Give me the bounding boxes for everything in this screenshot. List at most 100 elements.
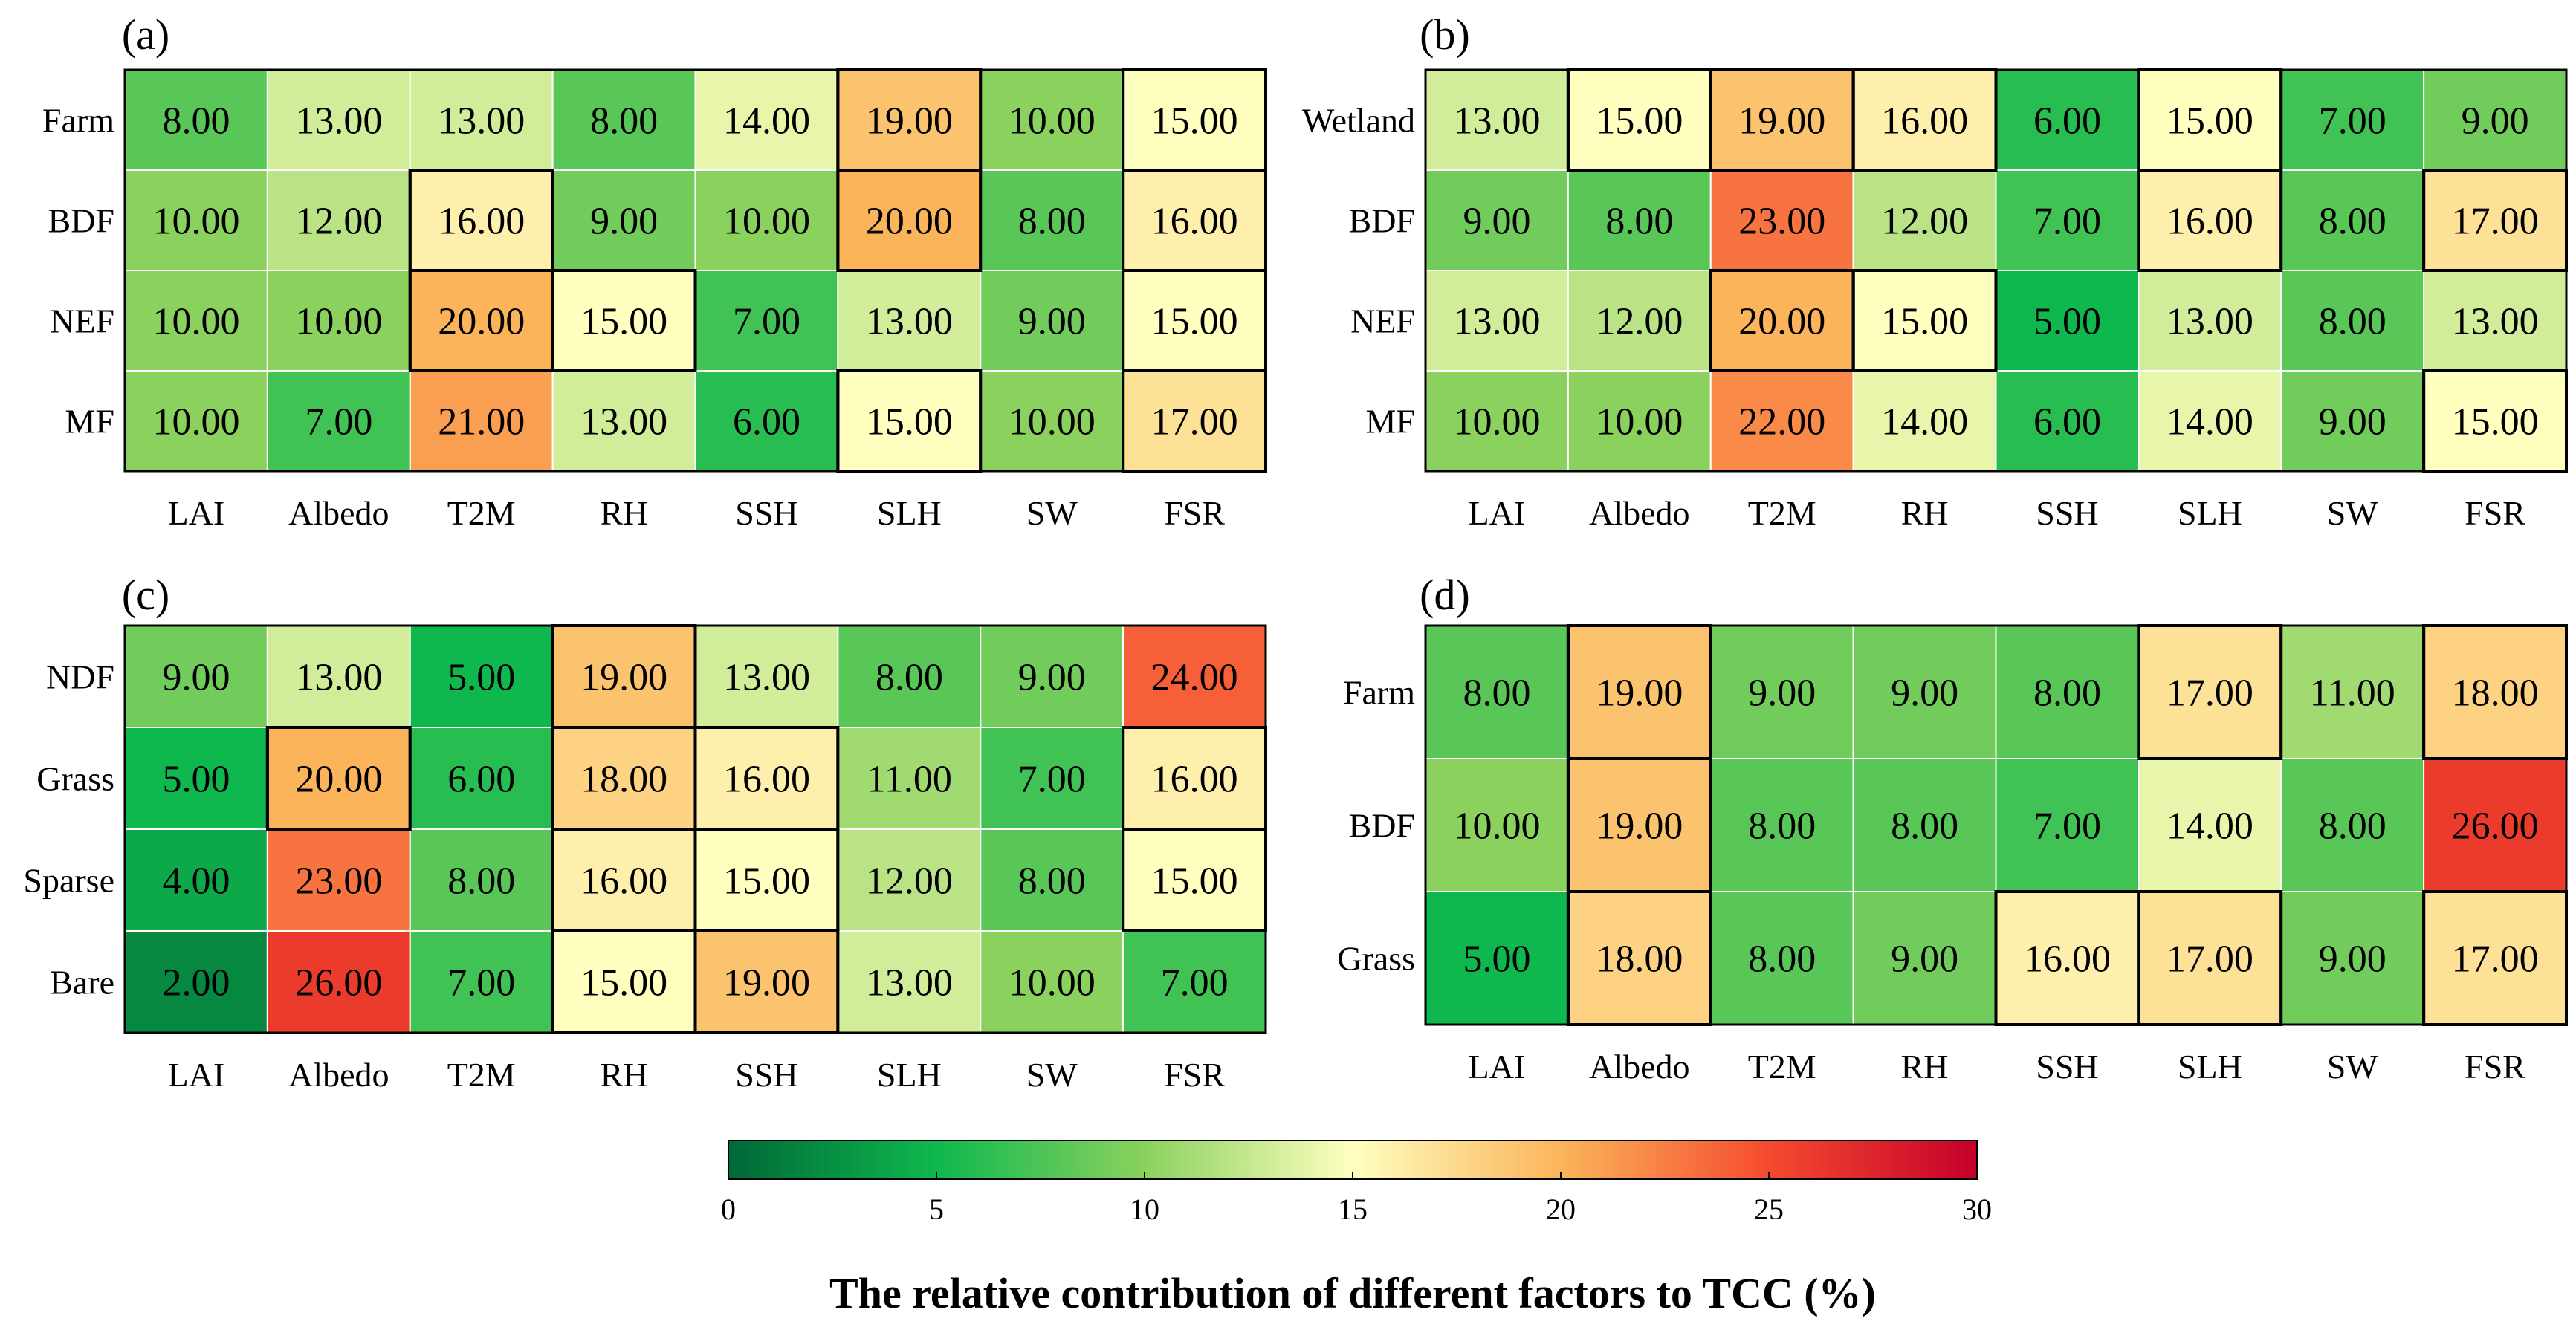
cell-highlight-border	[1851, 269, 1998, 372]
column-tick-label: RH	[601, 494, 648, 532]
cell-value-label: 10.00	[152, 301, 239, 343]
cell-value-label: 20.00	[866, 201, 953, 243]
cell-value-label: 16.00	[1151, 201, 1238, 243]
heatmap-cell	[266, 69, 411, 171]
heatmap-cell	[1566, 757, 1712, 893]
column-tick-label: T2M	[447, 1056, 516, 1094]
cell-value-label: 14.00	[2166, 401, 2253, 444]
cell-value-label: 8.00	[1605, 201, 1673, 243]
row-tick-label: BDF	[1349, 807, 1415, 845]
heatmap-cell	[551, 370, 696, 472]
heatmap-cell	[1566, 890, 1712, 1026]
cell-value-label: 19.00	[580, 657, 667, 699]
heatmap-cell	[1709, 269, 1855, 372]
row-tick-label: BDF	[1349, 202, 1415, 240]
heatmap-cell	[1851, 269, 1998, 372]
panel-frame	[123, 624, 1267, 1034]
column-tick-label: RH	[1901, 1048, 1949, 1086]
cell-value-label: 8.00	[1748, 938, 1816, 981]
row-tick-label: BDF	[48, 202, 114, 240]
heatmap-cell	[2422, 169, 2568, 272]
cell-value-label: 9.00	[1018, 657, 1086, 699]
column-tick-label: SLH	[2178, 494, 2242, 532]
cell-value-label: 7.00	[2033, 201, 2101, 243]
cell-value-label: 23.00	[1738, 201, 1825, 243]
cell-value-label: 15.00	[1151, 100, 1238, 143]
cell-value-label: 5.00	[1463, 938, 1530, 981]
cell-value-label: 7.00	[733, 301, 800, 343]
cell-value-label: 16.00	[1881, 100, 1968, 143]
heatmap-cell	[694, 169, 839, 271]
cell-value-label: 9.00	[2462, 100, 2529, 143]
column-tick-label: SLH	[877, 494, 942, 532]
heatmap-cell	[1852, 370, 1997, 472]
heatmap-cell	[551, 929, 697, 1034]
panel-label: (a)	[122, 10, 169, 59]
panel-frame	[1424, 624, 2568, 1026]
cell-value-label: 8.00	[2319, 805, 2386, 848]
column-tick-label: LAI	[168, 1056, 225, 1094]
cell-value-label: 8.00	[1018, 201, 1086, 243]
row-tick-label: MF	[65, 403, 114, 441]
heatmap-cell	[1995, 270, 2140, 372]
cell-value-label: 12.00	[295, 201, 382, 243]
cell-value-label: 26.00	[295, 962, 382, 1005]
cell-value-label: 15.00	[580, 962, 667, 1005]
heatmap-cell	[124, 69, 268, 171]
heatmap-cell	[694, 625, 839, 728]
column-tick-label: FSR	[1164, 494, 1225, 532]
cell-value-label: 10.00	[1453, 805, 1540, 848]
cell-value-label: 8.00	[2319, 201, 2386, 243]
cell-value-label: 7.00	[2033, 805, 2101, 848]
cell-value-label: 13.00	[295, 657, 382, 699]
cell-value-label: 19.00	[1738, 100, 1825, 143]
heatmap-cell	[409, 370, 554, 472]
heatmap-cell	[266, 930, 411, 1034]
cell-value-label: 10.00	[723, 201, 810, 243]
cell-value-label: 17.00	[2166, 672, 2253, 715]
heatmap-cell	[2138, 370, 2282, 472]
panel-label: (c)	[122, 571, 169, 619]
cell-value-label: 18.00	[1596, 938, 1683, 981]
heatmap-cell	[1566, 624, 1712, 760]
colorbar: 0 5 10 15 20 25 30 The relative contribution o…	[721, 1140, 1992, 1317]
cell-value-label: 15.00	[580, 301, 667, 343]
cell-value-label: 15.00	[1881, 301, 1968, 343]
heatmap-panel-3: (c) 9.00 13.00 5.00 19.00 13.00 8.00 9.00 24.00 5…	[23, 571, 1267, 1094]
heatmap-panel-2: (b) 13.00 15.00 19.00 16.00 6.00 15.00 7.00 9.00…	[1302, 10, 2568, 532]
row-tick-label: NEF	[50, 302, 114, 340]
colorbar-tick-label: 15	[1338, 1193, 1368, 1226]
heatmap-cell	[124, 930, 268, 1034]
cell-value-label: 16.00	[723, 759, 810, 801]
heatmap-cell	[1995, 169, 2140, 271]
cell-value-label: 13.00	[580, 401, 667, 444]
panel-frame	[1424, 68, 2568, 473]
heatmap-cell	[551, 169, 696, 271]
cell-value-label: 7.00	[2319, 100, 2386, 143]
cell-value-label: 4.00	[162, 860, 230, 903]
cell-value-label: 9.00	[1891, 672, 1958, 715]
column-tick-label: LAI	[1469, 1048, 1526, 1086]
heatmap-cell	[1425, 758, 1569, 892]
heatmap-cell	[2280, 69, 2425, 171]
heatmap-panel-4: (d) 8.00 19.00 9.00 9.00 8.00 17.00 11.00 18.00 1…	[1337, 571, 2568, 1086]
colorbar-tick-label: 30	[1962, 1193, 1992, 1226]
cell-highlight-border	[265, 726, 412, 831]
row-tick-label: Grass	[1337, 940, 1415, 978]
cell-value-label: 17.00	[2452, 938, 2539, 981]
heatmap-cell	[409, 930, 554, 1034]
heatmap-cell	[2280, 891, 2425, 1025]
cell-value-label: 7.00	[305, 401, 372, 444]
cell-value-label: 10.00	[1009, 401, 1096, 444]
cell-value-label: 10.00	[1453, 401, 1540, 444]
heatmap-cell	[1709, 625, 1854, 759]
cell-value-label: 17.00	[2452, 201, 2539, 243]
cell-value-label: 11.00	[2310, 672, 2395, 715]
cell-value-label: 9.00	[2319, 938, 2386, 981]
column-tick-label: T2M	[1748, 494, 1816, 532]
colorbar-tick-label: 20	[1546, 1193, 1576, 1226]
cell-value-label: 8.00	[1018, 860, 1086, 903]
heatmap-cell	[1567, 370, 1712, 472]
heatmap-cell	[694, 270, 839, 372]
colorbar-tick-label: 25	[1754, 1193, 1784, 1226]
